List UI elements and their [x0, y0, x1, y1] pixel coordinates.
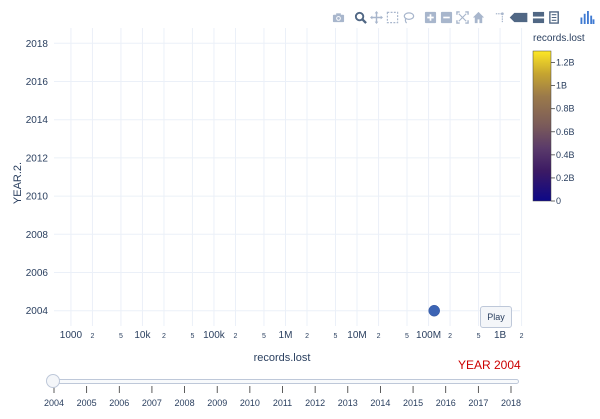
x-tick-label: 5 [262, 333, 266, 340]
x-tick-label: 2 [448, 333, 452, 340]
colorbar-gradient [532, 50, 552, 202]
x-tick-label: 2 [520, 333, 524, 340]
slider-step-label: 2015 [403, 398, 423, 408]
y-tick-label: 2018 [26, 39, 49, 50]
slider-step-label: 2017 [468, 398, 488, 408]
slider-step-label: 2013 [338, 398, 358, 408]
x-tick-label: 2 [162, 333, 166, 340]
modebar [330, 9, 596, 25]
y-tick-label: 2016 [26, 77, 49, 88]
reset-axes-icon[interactable] [470, 9, 486, 25]
toggle-spikelines-icon[interactable] [492, 9, 508, 25]
x-tick-label: 2 [234, 333, 238, 340]
colorbar-title: records.lost [533, 33, 585, 44]
colorbar-ticks: 0 0.2B 0.4B 0.6B 0.8B 1B 1.2B [551, 58, 575, 206]
x-tick-label: 1000 [60, 330, 83, 341]
y-tick-label: 2010 [26, 192, 49, 203]
data-points [428, 304, 440, 317]
colorbar: records.lost 0 0.2B 0.4B 0.6B 0.8B 1B 1.2B [532, 33, 585, 206]
animation-slider-track[interactable] [47, 379, 519, 384]
zoom-icon[interactable] [352, 9, 368, 25]
x-axis-ticks: 1000 2 5 10k 2 5 100k 2 5 1M 2 5 10M 2 5 100M 2 5 1B 2 [60, 330, 524, 341]
x-tick-label: 5 [190, 333, 194, 340]
x-tick-label: 5 [405, 333, 409, 340]
animation-slider-handle[interactable] [46, 374, 60, 388]
slider-step-label: 2006 [109, 398, 129, 408]
pan-icon[interactable] [368, 9, 384, 25]
x-axis-title: records.lost [254, 352, 311, 364]
x-tick-label: 2 [305, 333, 309, 340]
x-tick-label: 10k [134, 330, 151, 341]
x-tick-label: 2 [90, 333, 94, 340]
x-tick-label: 100M [416, 330, 441, 341]
lasso-select-icon[interactable] [400, 9, 416, 25]
x-tick-label: 2 [377, 333, 381, 340]
data-point [428, 304, 440, 317]
x-tick-label: 5 [334, 333, 338, 340]
slider-step-label: 2004 [44, 398, 64, 408]
autoscale-icon[interactable] [454, 9, 470, 25]
slider-step-label: 2008 [175, 398, 195, 408]
hover-compare-icon-2[interactable] [546, 9, 562, 25]
slider-step-label: 2009 [207, 398, 227, 408]
colorbar-tick-label: 1B [556, 81, 567, 91]
hover-closest-icon[interactable] [508, 9, 530, 25]
zoom-out-icon[interactable] [438, 9, 454, 25]
y-tick-label: 2012 [26, 153, 49, 164]
x-tick-label: 5 [477, 333, 481, 340]
current-frame-label: YEAR 2004 [458, 358, 521, 372]
zoom-in-icon[interactable] [422, 9, 438, 25]
y-axis-title: YEAR.2. [12, 162, 24, 204]
slider-step-label: 2014 [370, 398, 390, 408]
colorbar-tick-label: 1.2B [556, 58, 575, 68]
colorbar-tick-label: 0.8B [556, 104, 575, 114]
x-tick-label: 5 [119, 333, 123, 340]
slider-step-label: 2012 [305, 398, 325, 408]
slider-step-label: 2011 [273, 398, 292, 408]
play-button-label: Play [487, 312, 505, 322]
x-tick-label: 10M [347, 330, 366, 341]
box-select-icon[interactable] [384, 9, 400, 25]
slider-step-label: 2010 [240, 398, 260, 408]
slider-step-label: 2016 [436, 398, 456, 408]
x-tick-label: 100k [203, 330, 226, 341]
slider-ticks: 2004 2005 2006 2007 2008 2009 2010 2011 2012 2013… [44, 386, 521, 408]
colorbar-tick-label: 0.4B [556, 150, 575, 160]
slider-step-label: 2005 [77, 398, 97, 408]
y-axis-ticks: 2004 2006 2008 2010 2012 2014 2016 2018 [26, 39, 49, 317]
y-tick-label: 2014 [26, 115, 49, 126]
y-tick-label: 2008 [26, 230, 49, 241]
plotly-logo-icon[interactable] [578, 9, 596, 25]
slider-step-label: 2007 [142, 398, 162, 408]
slider-step-label: 2018 [501, 398, 521, 408]
camera-icon[interactable] [330, 9, 346, 25]
x-tick-label: 1M [279, 330, 293, 341]
grid-lines [54, 28, 523, 326]
y-tick-label: 2006 [26, 268, 49, 279]
x-tick-label: 1B [494, 330, 507, 341]
hover-compare-icon[interactable] [530, 9, 546, 25]
y-tick-label: 2004 [26, 306, 49, 317]
colorbar-tick-label: 0.6B [556, 127, 575, 137]
colorbar-tick-label: 0 [556, 196, 561, 206]
colorbar-tick-label: 0.2B [556, 173, 575, 183]
play-button[interactable]: Play [480, 306, 512, 328]
